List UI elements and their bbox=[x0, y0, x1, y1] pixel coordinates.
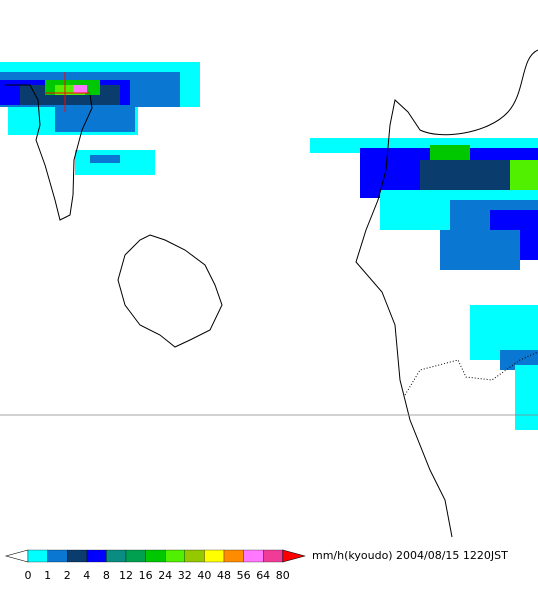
legend-swatch bbox=[106, 549, 127, 563]
legend-tick-label: 64 bbox=[256, 569, 270, 582]
legend-tick-label: 0 bbox=[25, 569, 32, 582]
legend-tick-label: 1 bbox=[44, 569, 51, 582]
legend-swatch bbox=[47, 549, 68, 563]
legend-tick-label: 16 bbox=[139, 569, 153, 582]
legend-tick-label: 8 bbox=[103, 569, 110, 582]
legend-swatch bbox=[145, 549, 166, 563]
legend-tick-label: 4 bbox=[83, 569, 90, 582]
rain-right bbox=[310, 138, 538, 430]
legend-swatch bbox=[184, 549, 205, 563]
legend-swatch bbox=[263, 549, 283, 563]
legend-tick-label: 56 bbox=[237, 569, 251, 582]
legend-swatch bbox=[204, 549, 225, 563]
coastlines bbox=[5, 49, 538, 538]
color-legend: mm/h(kyoudo) 2004/08/15 1220JST 0 1 2 4 8 12 1… bbox=[4, 549, 508, 582]
legend-tick-label: 48 bbox=[217, 569, 231, 582]
legend-tick-label: 24 bbox=[158, 569, 172, 582]
legend-unit: mm/h(kyoudo) bbox=[312, 549, 393, 562]
legend-tick-label: 2 bbox=[64, 569, 71, 582]
legend-swatch bbox=[27, 549, 48, 563]
legend-swatch bbox=[243, 549, 264, 563]
legend-tick-label: 80 bbox=[276, 569, 290, 582]
rain-left bbox=[0, 62, 200, 175]
legend-under bbox=[4, 549, 29, 563]
legend-swatch bbox=[223, 549, 244, 563]
legend-over bbox=[282, 549, 306, 563]
legend-swatch bbox=[86, 549, 107, 563]
legend-timestamp: 2004/08/15 1220JST bbox=[396, 549, 508, 562]
legend-swatch bbox=[165, 549, 185, 563]
legend-swatch bbox=[67, 549, 87, 563]
legend-tick-label: 32 bbox=[178, 569, 192, 582]
legend-tick-label: 40 bbox=[197, 569, 211, 582]
legend-tick-label: 12 bbox=[119, 569, 133, 582]
legend-swatch bbox=[125, 549, 146, 563]
